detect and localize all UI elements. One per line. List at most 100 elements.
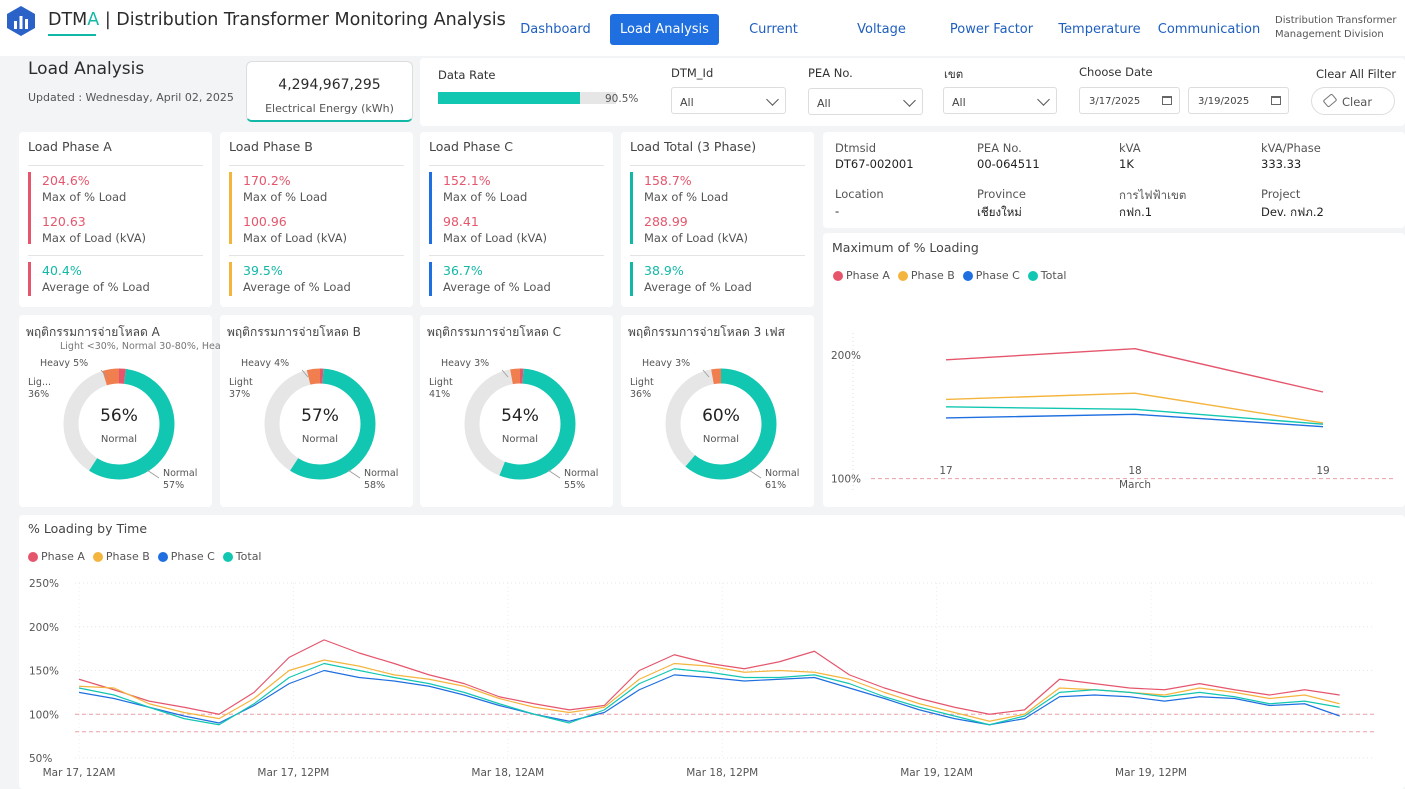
load-behavior-legend-note: Light <30%, Normal 30-80%, Heavy 80-100%… [60,341,365,352]
zone-select[interactable]: All [943,87,1057,114]
accent-bar [429,262,432,296]
donut-slice-light[interactable] [264,368,376,480]
nav-temperature[interactable]: Temperature [1058,22,1141,37]
data-rate-value: 90.5% [605,93,639,105]
leader-line [702,369,710,378]
kva-phase-label: kVA/Phase [1261,141,1321,155]
donut-slice-heavy[interactable] [665,368,777,480]
max-pct-value: 170.2% [243,173,291,188]
x-tick-label: 17 [939,465,952,477]
legend-item[interactable]: Total [222,550,262,563]
series-line-phase-b[interactable] [78,659,1340,722]
max-kva-value: 120.63 [42,214,86,229]
division-label: Distribution Transformer Management Divi… [1275,14,1397,42]
chevron-down-icon [903,94,916,107]
nav-dashboard[interactable]: Dashboard [520,22,591,37]
loading-by-time-legend: Phase A Phase B Phase C Total [28,550,262,563]
donut-slice-heavy[interactable] [63,368,175,480]
max-pct-label: Max of % Load [644,190,729,204]
legend-label: Total [1040,269,1067,282]
series-line-phase-c[interactable] [945,413,1324,428]
series-line-phase-a[interactable] [945,347,1324,393]
app-title: DTMA | Distribution Transformer Monitori… [48,10,506,30]
chevron-down-icon [766,93,779,106]
legend-dot-icon [833,270,843,281]
donut-slice-heavy[interactable] [464,368,576,480]
loading-by-time-chart: 50% 100% 150% 200% 250% Mar 17, 12AM Mar 17, 1… [29,578,1375,779]
kva-value: 1K [1119,157,1134,171]
donut-slice-normal[interactable] [264,368,376,480]
max-kva-label: Max of Load (kVA) [243,231,348,245]
donut-center-value: 54% [501,406,539,426]
donut-slice-light[interactable] [464,368,576,480]
date-from-input[interactable]: 3/17/2025 [1079,87,1180,114]
series-line-total[interactable] [78,662,1340,726]
nav-load-analysis[interactable]: Load Analysis [610,14,719,45]
x-tick-label: 18 [1128,465,1141,477]
x-tick-label: 19 [1316,465,1329,477]
donut-slice-light[interactable] [63,368,175,480]
normal-slice-label: Normal 55% [564,468,599,491]
y-tick-label: 200% [29,622,59,634]
accent-bar [229,172,232,244]
legend-item[interactable]: Phase A [28,550,85,563]
legend-item[interactable]: Phase C [962,269,1020,282]
pea-no-select[interactable]: All [808,88,923,115]
clear-button[interactable]: Clear [1311,87,1395,115]
max-kva-value: 288.99 [644,214,688,229]
load-card-title: Load Total (3 Phase) [630,139,757,154]
nav-power-factor[interactable]: Power Factor [949,22,1034,37]
series-line-phase-b[interactable] [945,392,1324,424]
donut-slice-heavy[interactable] [264,368,376,480]
donut-chart [264,368,376,480]
legend-item[interactable]: Total [1027,269,1067,282]
clear-all-filter-label: Clear All Filter [1316,67,1397,81]
donut-center-value: 60% [702,406,740,426]
accent-bar [429,172,432,244]
legend-dot-icon [962,270,973,281]
legend-item[interactable]: Phase B [92,550,150,563]
donut-center-label: Normal [702,434,740,445]
x-tick-label: Mar 19, 12AM [900,767,973,779]
divider [229,255,404,256]
legend-item[interactable]: Phase A [833,269,890,282]
y-tick-label: 100% [831,474,861,486]
normal-slice-label: Normal 61% [765,468,800,491]
divider [28,165,203,166]
series-line-phase-a[interactable] [78,639,1340,715]
info-pea-label: PEA No. [977,141,1022,155]
calendar-icon[interactable] [1162,96,1172,105]
legend-label: Phase C [975,269,1020,282]
legend-item[interactable]: Phase B [897,269,955,282]
heavy-slice-label: Heavy 5% [40,358,89,369]
energy-value: 4,294,967,295 [278,77,381,93]
divider [630,165,805,166]
dtm-id-select[interactable]: All [671,87,786,114]
pea-no-label: PEA No. [808,66,853,80]
nav-communication[interactable]: Communication [1157,22,1261,37]
dtm-id-value: All [680,96,694,109]
series-line-phase-c[interactable] [78,669,1340,726]
date-to-input[interactable]: 3/19/2025 [1188,87,1289,114]
legend-item[interactable]: Phase C [157,550,215,563]
donut-center-label: Normal [501,434,539,445]
pea-no-value: All [817,97,831,110]
leader-line [347,469,361,479]
max-pct-label: Max of % Load [42,190,127,204]
light-slice-label: Light 37% [229,377,253,400]
x-tick-label: Mar 19, 12PM [1115,767,1187,779]
nav-voltage[interactable]: Voltage [857,22,906,37]
load-card-2: Load Phase C 152.1% Max of % Load 98.41 … [420,132,613,307]
y-tick-label: 100% [29,709,59,721]
nav-current[interactable]: Current [749,22,798,37]
donut-slice-light[interactable] [665,368,777,480]
zone-value: All [952,96,966,109]
donut-slice-normal[interactable] [464,368,576,480]
normal-slice-label: Normal 57% [163,468,198,491]
calendar-icon[interactable] [1271,96,1281,105]
series-line-total[interactable] [945,406,1324,425]
y-tick-label: 200% [831,350,861,362]
legend-dot-icon [92,551,103,562]
max-pct-label: Max of % Load [443,190,528,204]
donut-slice-normal[interactable] [63,368,175,480]
